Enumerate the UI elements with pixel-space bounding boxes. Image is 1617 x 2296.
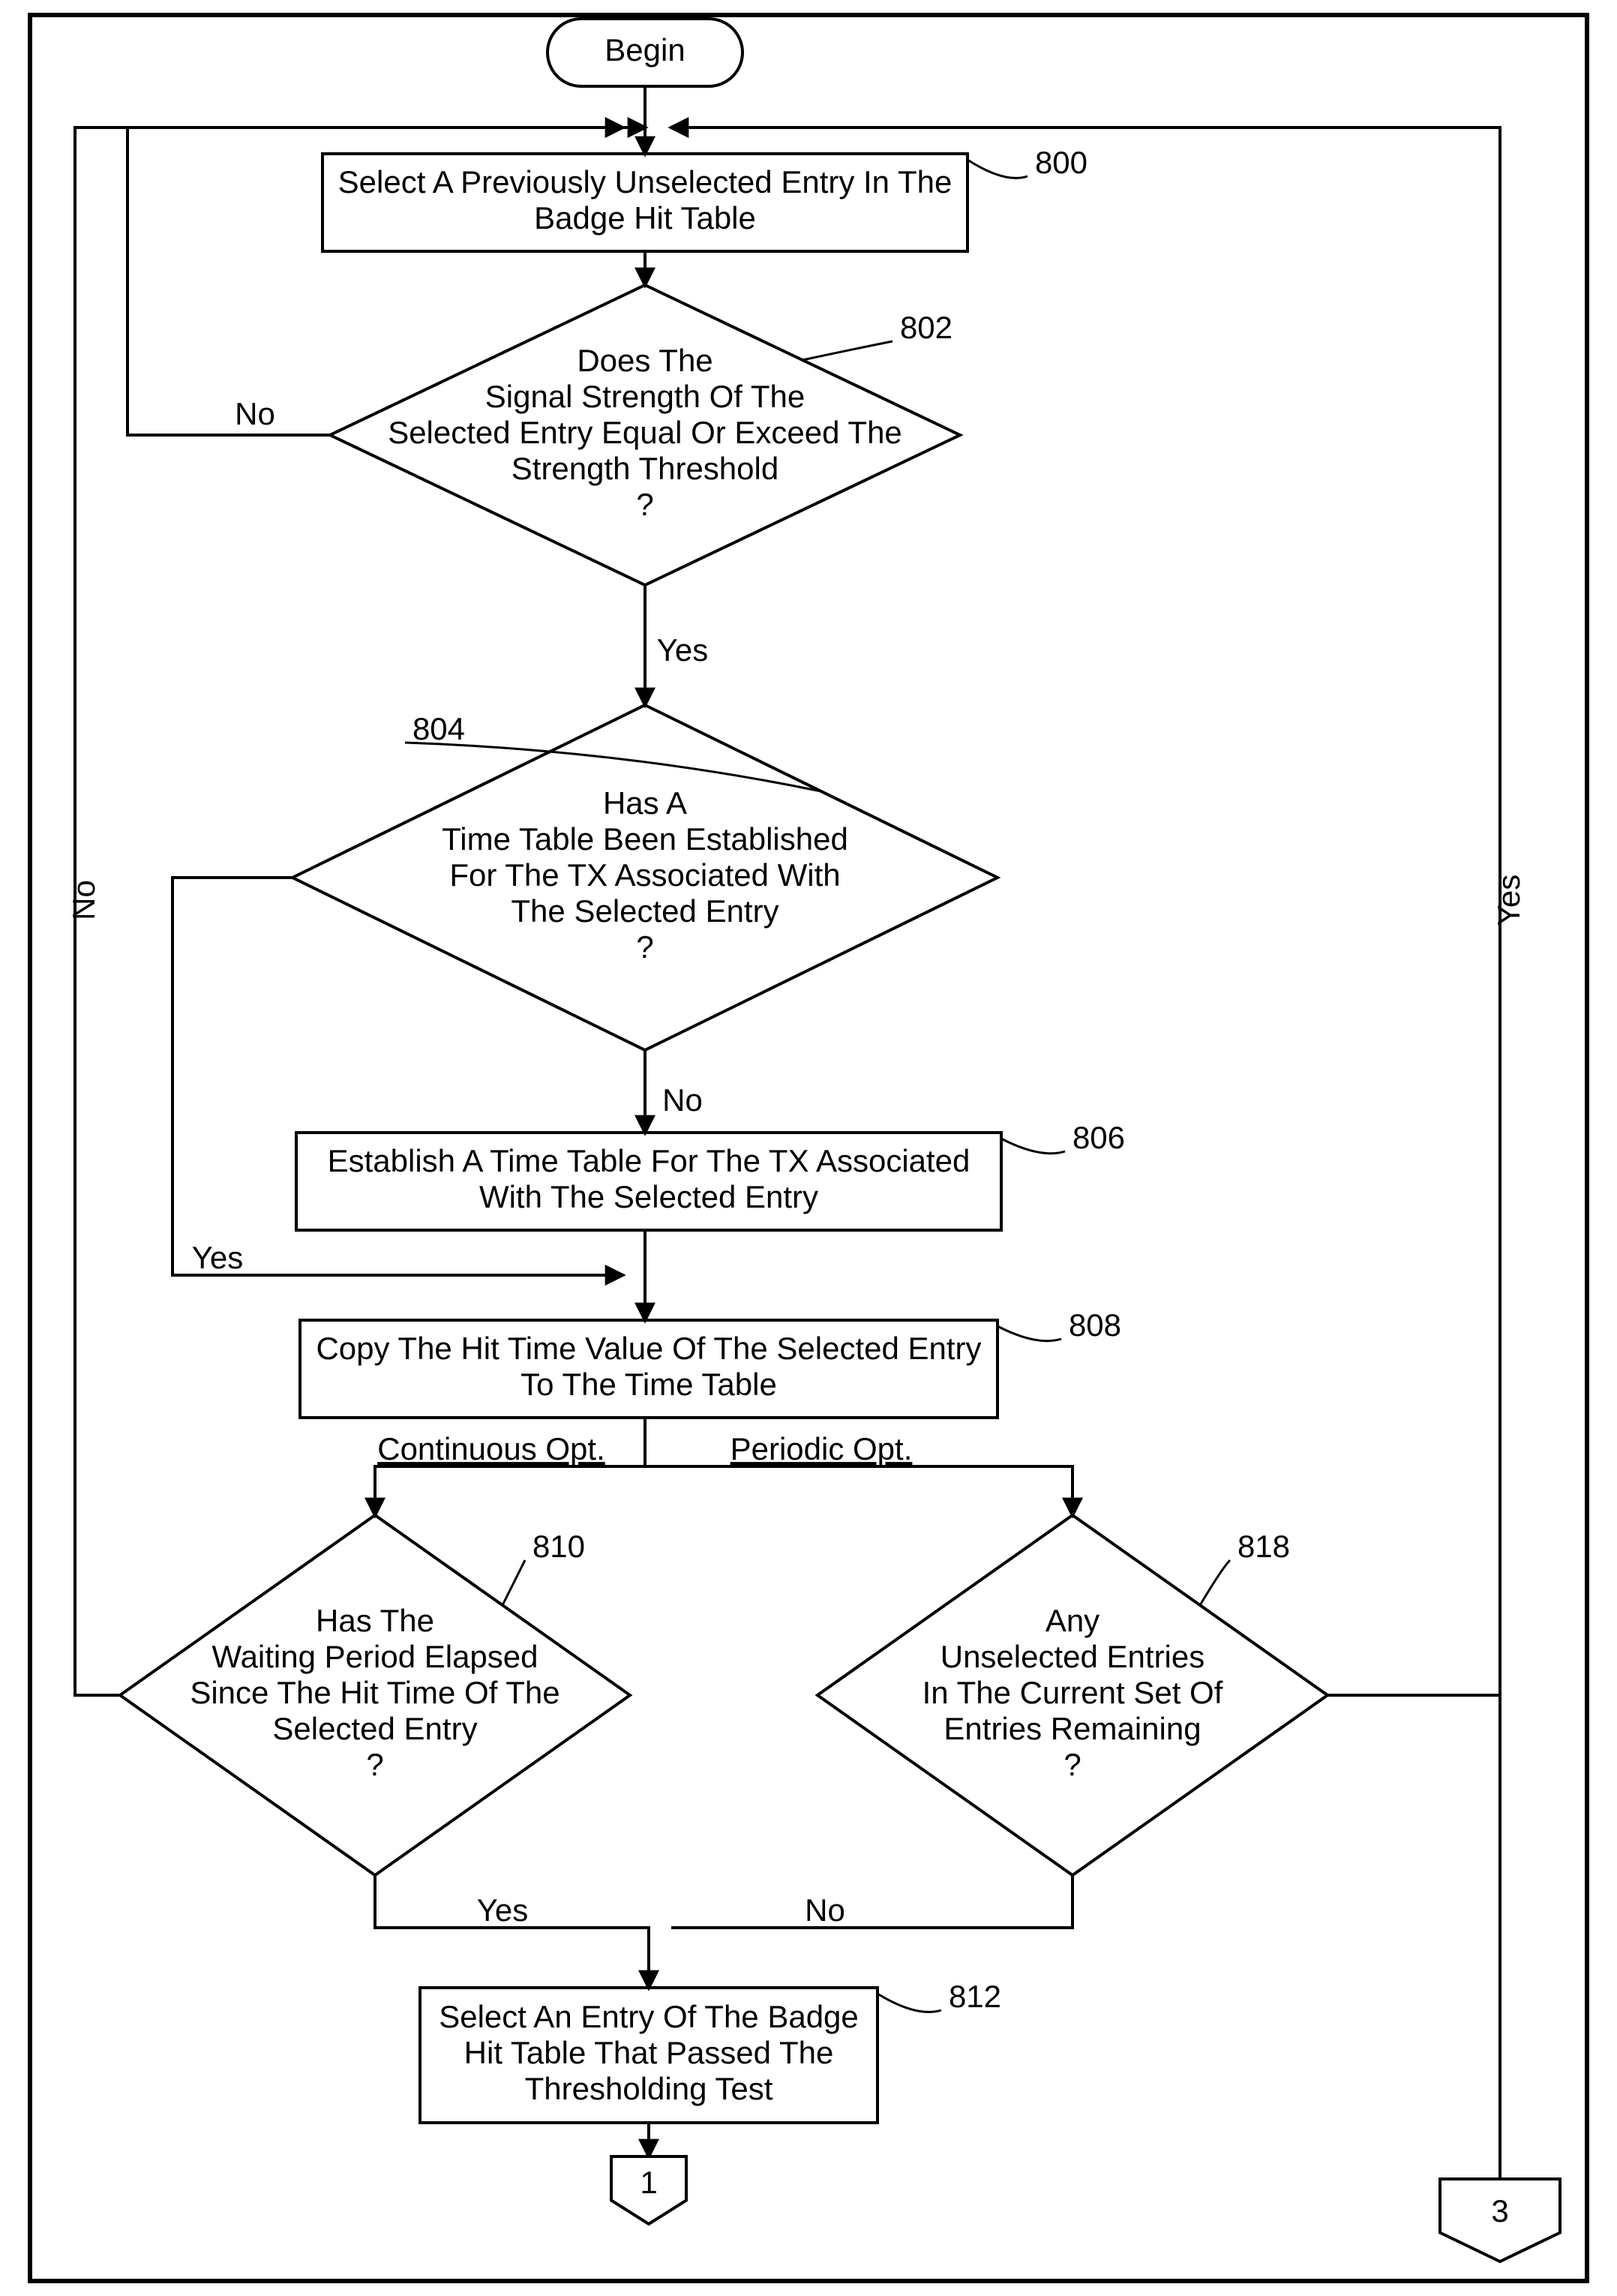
svg-text:812: 812 [949, 1979, 1001, 2014]
decision-d804: Has ATime Table Been EstablishedFor The … [292, 705, 998, 1050]
offpage-connector-3: 3 [1440, 2179, 1560, 2261]
svg-text:806: 806 [1072, 1120, 1125, 1155]
offpage-connector-1: 1 [611, 2156, 686, 2224]
svg-text:1: 1 [640, 2165, 657, 2200]
edge-cont_opt_branch [375, 1466, 645, 1515]
edge-label-810_no_to_top: No [66, 880, 101, 920]
edge-label-804_yes_to_808in: Yes [192, 1240, 244, 1275]
edge-label-per_opt_branch: Periodic Opt. [730, 1431, 913, 1466]
edge-label-802_no_to_top: No [235, 396, 275, 431]
decision-d818: AnyUnselected EntriesIn The Current Set … [818, 1515, 1328, 1875]
terminator-begin: Begin [548, 19, 742, 86]
decision-d802: Does TheSignal Strength Of TheSelected E… [330, 285, 960, 585]
process-p800: Select A Previously Unselected Entry In … [322, 154, 968, 251]
svg-text:3: 3 [1491, 2193, 1508, 2228]
edge-818_no_to_812 [671, 1875, 1072, 1928]
svg-text:810: 810 [532, 1529, 585, 1564]
edge-label-804_no_to_806: No [662, 1082, 703, 1118]
edge-label-818_yes_to_top: Yes [1491, 875, 1526, 926]
edge-label-802_yes_to_804: Yes [657, 632, 709, 668]
decision-d810: Has TheWaiting Period ElapsedSince The H… [120, 1515, 630, 1875]
edge-label-818_no_to_812: No [805, 1892, 845, 1928]
process-p808: Copy The Hit Time Value Of The Selected … [300, 1320, 998, 1418]
edge-label-cont_opt_branch: Continuous Opt. [377, 1431, 605, 1466]
svg-text:804: 804 [412, 711, 465, 746]
svg-text:Begin: Begin [604, 32, 685, 68]
svg-text:818: 818 [1238, 1529, 1290, 1564]
edge-per_opt_branch [645, 1466, 1072, 1515]
process-p806: Establish A Time Table For The TX Associ… [296, 1133, 1001, 1230]
svg-text:802: 802 [900, 310, 952, 345]
edge-label-810_yes_to_812: Yes [477, 1892, 529, 1928]
svg-text:808: 808 [1069, 1307, 1121, 1343]
svg-text:800: 800 [1035, 145, 1088, 180]
process-p812: Select An Entry Of The BadgeHit Table Th… [420, 1988, 878, 2123]
